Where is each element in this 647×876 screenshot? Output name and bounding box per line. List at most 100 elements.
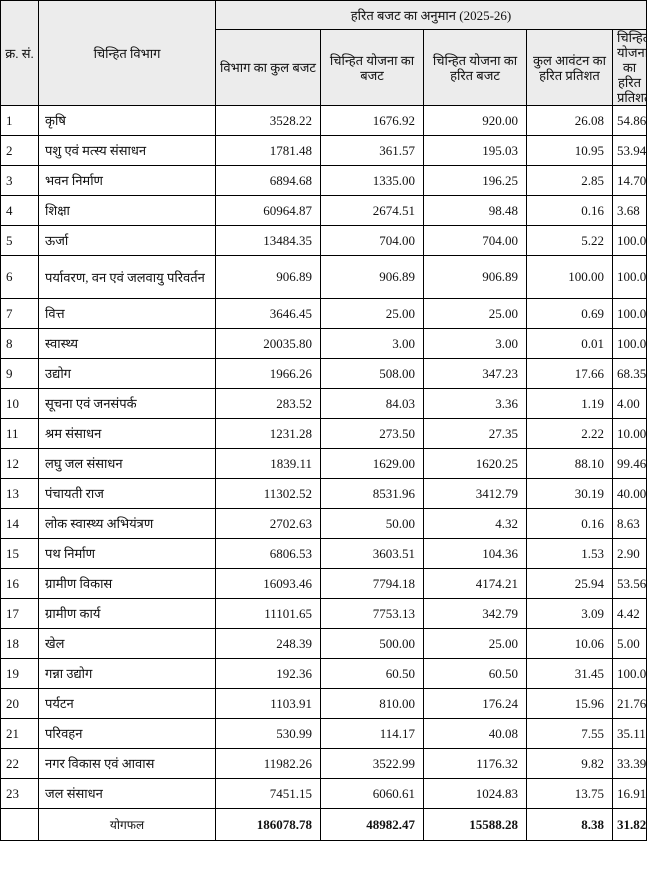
cell-scheme-green-percent: 100.00 [612,225,647,256]
cell-scheme-green-percent: 10.00 [612,418,647,449]
cell-scheme-budget: 84.03 [320,388,424,419]
table-row: 4 शिक्षा 60964.87 2674.51 98.48 0.16 3.68 [0,195,647,226]
cell-serial-number: 18 [0,628,39,659]
header-total-budget: विभाग का कुल बजट [215,29,321,106]
cell-department: लघु जल संसाधन [38,448,216,479]
cell-scheme-budget: 114.17 [320,718,424,749]
cell-scheme-green-budget: 176.24 [423,688,527,719]
cell-serial-number: 22 [0,748,39,779]
cell-scheme-green-budget: 98.48 [423,195,527,226]
cell-scheme-budget: 8531.96 [320,478,424,509]
cell-department: ऊर्जा [38,225,216,256]
cell-scheme-green-percent: 100.00 [612,658,647,689]
cell-total-budget: 7451.15 [215,778,321,809]
cell-serial-number: 10 [0,388,39,419]
cell-scheme-budget: 25.00 [320,298,424,329]
cell-total-budget: 3528.22 [215,105,321,136]
cell-scheme-green-budget: 704.00 [423,225,527,256]
cell-serial-number: 9 [0,358,39,389]
cell-scheme-green-budget: 920.00 [423,105,527,136]
cell-scheme-green-budget: 25.00 [423,628,527,659]
cell-scheme-green-budget: 347.23 [423,358,527,389]
cell-serial-number: 8 [0,328,39,359]
cell-serial-number: 19 [0,658,39,689]
cell-scheme-green-percent: 99.46 [612,448,647,479]
cell-allocation-green-percent: 9.82 [526,748,613,779]
cell-scheme-green-budget: 3.00 [423,328,527,359]
table-row: 16 ग्रामीण विकास 16093.46 7794.18 4174.21 25.… [0,568,647,599]
table-row: 15 पथ निर्माण 6806.53 3603.51 104.36 1.53 2.90 [0,538,647,569]
cell-department: पथ निर्माण [38,538,216,569]
cell-scheme-green-percent: 4.42 [612,598,647,629]
cell-scheme-budget: 3.00 [320,328,424,359]
cell-serial-number: 2 [0,135,39,166]
table-row: 19 गन्ना उद्योग 192.36 60.50 60.50 31.45 100.0… [0,658,647,689]
cell-scheme-green-percent: 14.70 [612,165,647,196]
cell-allocation-green-percent: 7.55 [526,718,613,749]
cell-serial-number: 12 [0,448,39,479]
cell-scheme-budget: 6060.61 [320,778,424,809]
header-scheme-green-budget: चिन्हित योजना का हरित बजट [423,29,527,106]
cell-total-budget: 20035.80 [215,328,321,359]
cell-serial-number: 20 [0,688,39,719]
cell-department: ग्रामीण विकास [38,568,216,599]
cell-allocation-green-percent: 0.16 [526,508,613,539]
cell-department: पंचायती राज [38,478,216,509]
green-budget-table: क्र. सं. चिन्हित विभाग हरित बजट का अनुमा… [0,0,647,841]
cell-serial-number: 3 [0,165,39,196]
cell-allocation-green-percent: 88.10 [526,448,613,479]
cell-scheme-budget: 1629.00 [320,448,424,479]
cell-scheme-budget: 2674.51 [320,195,424,226]
cell-scheme-green-percent: 16.91 [612,778,647,809]
cell-department: उद्योग [38,358,216,389]
cell-department: सूचना एवं जनसंपर्क [38,388,216,419]
cell-scheme-budget: 3603.51 [320,538,424,569]
cell-total-budget: 1781.48 [215,135,321,166]
cell-scheme-green-budget: 27.35 [423,418,527,449]
table-row: 12 लघु जल संसाधन 1839.11 1629.00 1620.25 88.1… [0,448,647,479]
total-scheme-green-budget: 15588.28 [423,808,527,841]
cell-scheme-green-percent: 100.00 [612,328,647,359]
cell-serial-number: 5 [0,225,39,256]
cell-scheme-budget: 810.00 [320,688,424,719]
cell-scheme-green-percent: 53.94 [612,135,647,166]
cell-allocation-green-percent: 5.22 [526,225,613,256]
table-row: 23 जल संसाधन 7451.15 6060.61 1024.83 13.75 16.… [0,778,647,809]
table-row: 1 कृषि 3528.22 1676.92 920.00 26.08 54.86 [0,105,647,136]
cell-total-budget: 1231.28 [215,418,321,449]
cell-scheme-green-budget: 1024.83 [423,778,527,809]
cell-department: पर्यटन [38,688,216,719]
cell-allocation-green-percent: 25.94 [526,568,613,599]
cell-scheme-budget: 508.00 [320,358,424,389]
total-row: योगफल 186078.78 48982.47 15588.28 8.38 31.82 [0,808,647,841]
cell-allocation-green-percent: 30.19 [526,478,613,509]
table-row: 13 पंचायती राज 11302.52 8531.96 3412.79 30.19… [0,478,647,509]
cell-scheme-green-budget: 195.03 [423,135,527,166]
table-row: 6 पर्यावरण, वन एवं जलवायु परिवर्तन 906.89 9… [0,255,647,299]
cell-total-budget: 906.89 [215,255,321,299]
cell-scheme-green-budget: 1176.32 [423,748,527,779]
cell-serial-number: 1 [0,105,39,136]
cell-department: वित्त [38,298,216,329]
cell-scheme-green-budget: 906.89 [423,255,527,299]
cell-scheme-green-percent: 21.76 [612,688,647,719]
cell-allocation-green-percent: 10.06 [526,628,613,659]
cell-total-budget: 1839.11 [215,448,321,479]
cell-scheme-budget: 500.00 [320,628,424,659]
cell-scheme-green-percent: 5.00 [612,628,647,659]
cell-scheme-green-budget: 3412.79 [423,478,527,509]
cell-serial-number: 14 [0,508,39,539]
table-row: 17 ग्रामीण कार्य 11101.65 7753.13 342.79 3.09… [0,598,647,629]
cell-allocation-green-percent: 10.95 [526,135,613,166]
cell-department: स्वास्थ्य [38,328,216,359]
cell-scheme-green-budget: 342.79 [423,598,527,629]
cell-department: कृषि [38,105,216,136]
cell-total-budget: 2702.63 [215,508,321,539]
cell-serial-number: 17 [0,598,39,629]
cell-total-budget: 13484.35 [215,225,321,256]
table-row: 11 श्रम संसाधन 1231.28 273.50 27.35 2.22 10.00 [0,418,647,449]
cell-allocation-green-percent: 1.19 [526,388,613,419]
cell-department: जल संसाधन [38,778,216,809]
cell-department: परिवहन [38,718,216,749]
